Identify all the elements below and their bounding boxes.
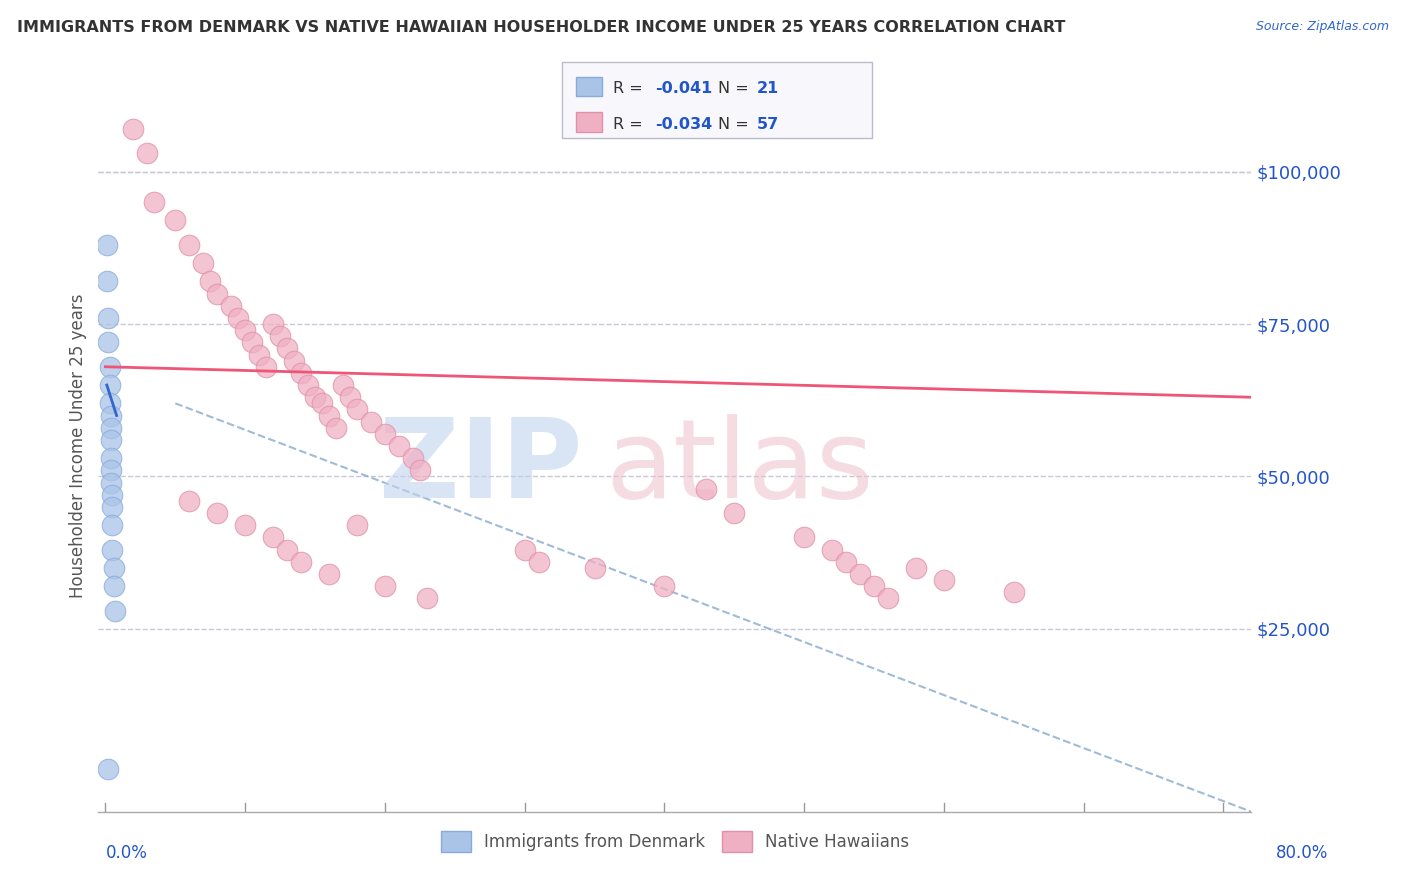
Y-axis label: Householder Income Under 25 years: Householder Income Under 25 years	[69, 293, 87, 599]
Point	[374, 579, 396, 593]
Point	[318, 409, 340, 423]
Point	[262, 530, 284, 544]
Point	[97, 311, 120, 326]
Point	[290, 366, 312, 380]
Text: -0.034: -0.034	[655, 117, 713, 132]
Point	[205, 506, 228, 520]
Point	[136, 146, 159, 161]
Point	[318, 567, 340, 582]
Point	[311, 396, 333, 410]
Point	[283, 353, 305, 368]
Point	[793, 530, 815, 544]
Text: atlas: atlas	[606, 415, 875, 522]
Point	[96, 275, 118, 289]
Text: -0.041: -0.041	[655, 81, 713, 96]
Text: N =: N =	[718, 117, 755, 132]
Text: R =: R =	[613, 117, 648, 132]
Point	[863, 579, 886, 593]
Point	[98, 378, 121, 392]
Point	[276, 342, 298, 356]
Point	[100, 433, 122, 447]
Text: IMMIGRANTS FROM DENMARK VS NATIVE HAWAIIAN HOUSEHOLDER INCOME UNDER 25 YEARS COR: IMMIGRANTS FROM DENMARK VS NATIVE HAWAII…	[17, 20, 1066, 35]
Text: N =: N =	[718, 81, 755, 96]
Point	[101, 542, 124, 557]
Point	[200, 275, 222, 289]
Point	[165, 213, 187, 227]
Point	[97, 762, 120, 776]
Point	[179, 237, 201, 252]
Point	[179, 494, 201, 508]
Point	[835, 555, 858, 569]
Point	[513, 542, 536, 557]
Point	[325, 421, 347, 435]
Point	[233, 518, 256, 533]
Text: 0.0%: 0.0%	[105, 844, 148, 862]
Point	[219, 299, 242, 313]
Point	[143, 195, 166, 210]
Point	[346, 402, 368, 417]
Point	[297, 378, 319, 392]
Point	[360, 415, 382, 429]
Point	[276, 542, 298, 557]
Point	[821, 542, 844, 557]
Point	[233, 323, 256, 337]
Point	[409, 463, 432, 477]
Point	[101, 500, 124, 514]
Point	[96, 237, 118, 252]
Point	[654, 579, 676, 593]
Point	[100, 475, 122, 490]
Point	[98, 359, 121, 374]
Text: Source: ZipAtlas.com: Source: ZipAtlas.com	[1256, 20, 1389, 33]
Point	[346, 518, 368, 533]
Point	[104, 603, 127, 617]
Point	[100, 409, 122, 423]
Point	[402, 451, 425, 466]
Point	[262, 317, 284, 331]
Point	[723, 506, 745, 520]
Point	[269, 329, 291, 343]
Text: 80.0%: 80.0%	[1277, 844, 1329, 862]
Point	[240, 335, 263, 350]
Point	[304, 390, 326, 404]
Point	[527, 555, 550, 569]
Point	[97, 335, 120, 350]
Text: 57: 57	[756, 117, 779, 132]
Point	[103, 561, 125, 575]
Point	[100, 463, 122, 477]
Point	[932, 573, 955, 587]
Point	[388, 439, 411, 453]
Point	[877, 591, 900, 606]
Point	[226, 311, 249, 326]
Point	[193, 256, 215, 270]
Point	[583, 561, 606, 575]
Point	[205, 286, 228, 301]
Point	[290, 555, 312, 569]
Point	[247, 348, 270, 362]
Point	[98, 396, 121, 410]
Text: R =: R =	[613, 81, 648, 96]
Point	[904, 561, 927, 575]
Point	[100, 451, 122, 466]
Point	[339, 390, 361, 404]
Point	[849, 567, 872, 582]
Point	[695, 482, 717, 496]
Point	[1002, 585, 1025, 599]
Text: ZIP: ZIP	[380, 415, 582, 522]
Legend: Immigrants from Denmark, Native Hawaiians: Immigrants from Denmark, Native Hawaiian…	[434, 824, 915, 858]
Point	[416, 591, 439, 606]
Text: 21: 21	[756, 81, 779, 96]
Point	[100, 421, 122, 435]
Point	[374, 426, 396, 441]
Point	[101, 518, 124, 533]
Point	[332, 378, 354, 392]
Point	[101, 488, 124, 502]
Point	[122, 122, 145, 136]
Point	[103, 579, 125, 593]
Point	[254, 359, 277, 374]
